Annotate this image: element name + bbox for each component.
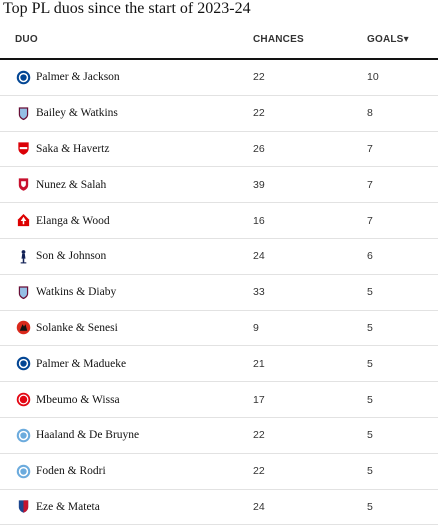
goals-cell: 5 (367, 357, 373, 370)
chances-cell: 21 (253, 357, 265, 370)
duo-cell: Foden & Rodri (0, 464, 253, 479)
table-row: Foden & Rodri 22 5 (0, 454, 438, 490)
column-header-goals-label: GOALS (367, 33, 404, 45)
duo-name: Elanga & Wood (36, 214, 110, 227)
goals-cell: 5 (367, 500, 373, 513)
chances-cell: 24 (253, 500, 265, 513)
man-city-crest-icon (16, 428, 31, 443)
duo-cell: Solanke & Senesi (0, 320, 253, 335)
column-header-goals[interactable]: GOALS▾ (367, 34, 438, 45)
duo-name: Foden & Rodri (36, 465, 106, 478)
duo-cell: Son & Johnson (0, 249, 253, 264)
chelsea-crest-icon (16, 70, 31, 85)
column-header-chances: CHANCES (253, 33, 304, 45)
duo-cell: Elanga & Wood (0, 213, 253, 228)
table-row: Saka & Havertz 26 7 (0, 132, 438, 168)
chances-cell: 24 (253, 250, 265, 263)
aston-villa-crest-icon (16, 106, 31, 121)
nottingham-forest-crest-icon (16, 213, 31, 228)
duo-name: Palmer & Madueke (36, 357, 127, 370)
bournemouth-crest-icon (16, 320, 31, 335)
goals-cell: 5 (367, 286, 373, 299)
duo-name: Mbeumo & Wissa (36, 393, 120, 406)
duo-name: Eze & Mateta (36, 500, 100, 513)
table-row: Mbeumo & Wissa 17 5 (0, 382, 438, 418)
table-body: Palmer & Jackson 22 10 Bailey & Watkins 22 8 S… (0, 60, 438, 525)
duo-name: Haaland & De Bruyne (36, 429, 140, 442)
duo-cell: Haaland & De Bruyne (0, 428, 253, 443)
table-row: Eze & Mateta 24 5 (0, 490, 438, 525)
duo-cell: Eze & Mateta (0, 499, 253, 514)
duo-name: Son & Johnson (36, 250, 107, 263)
chances-cell: 16 (253, 214, 265, 227)
goals-cell: 7 (367, 142, 373, 155)
liverpool-crest-icon (16, 177, 31, 192)
table-header: DUO CHANCES GOALS▾ (0, 20, 438, 60)
duo-cell: Saka & Havertz (0, 141, 253, 156)
goals-cell: 7 (367, 214, 373, 227)
chances-cell: 26 (253, 142, 265, 155)
goals-cell: 7 (367, 178, 373, 191)
man-city-crest-icon (16, 464, 31, 479)
chances-cell: 17 (253, 393, 265, 406)
duo-name: Palmer & Jackson (36, 71, 120, 84)
column-header-duo: DUO (15, 33, 38, 45)
table-row: Elanga & Wood 16 7 (0, 203, 438, 239)
chances-cell: 33 (253, 286, 265, 299)
chances-cell: 22 (253, 71, 265, 84)
page-title: Top PL duos since the start of 2023-24 (3, 0, 251, 17)
goals-cell: 5 (367, 429, 373, 442)
table-row: Son & Johnson 24 6 (0, 239, 438, 275)
goals-cell: 6 (367, 250, 373, 263)
duo-cell: Mbeumo & Wissa (0, 392, 253, 407)
table-row: Haaland & De Bruyne 22 5 (0, 418, 438, 454)
duo-cell: Watkins & Diaby (0, 285, 253, 300)
duo-cell: Palmer & Madueke (0, 356, 253, 371)
sort-descending-icon: ▾ (403, 33, 409, 45)
chelsea-crest-icon (16, 356, 31, 371)
goals-cell: 8 (367, 107, 373, 120)
arsenal-crest-icon (16, 141, 31, 156)
goals-cell: 5 (367, 321, 373, 334)
chances-cell: 22 (253, 107, 265, 120)
duo-name: Nunez & Salah (36, 178, 107, 191)
table-row: Nunez & Salah 39 7 (0, 167, 438, 204)
chances-cell: 39 (253, 178, 265, 191)
brentford-crest-icon (16, 392, 31, 407)
table-row: Palmer & Madueke 21 5 (0, 346, 438, 383)
tottenham-crest-icon (16, 249, 31, 264)
table-row: Solanke & Senesi 9 5 (0, 311, 438, 347)
duo-name: Solanke & Senesi (36, 321, 118, 334)
duo-name: Bailey & Watkins (36, 107, 118, 120)
duo-cell: Palmer & Jackson (0, 70, 253, 85)
chances-cell: 9 (253, 321, 259, 334)
chances-cell: 22 (253, 465, 265, 478)
goals-cell: 5 (367, 465, 373, 478)
goals-cell: 5 (367, 393, 373, 406)
table-row: Watkins & Diaby 33 5 (0, 275, 438, 311)
crystal-palace-crest-icon (16, 499, 31, 514)
duo-name: Watkins & Diaby (36, 286, 117, 299)
goals-cell: 10 (367, 71, 379, 84)
duo-cell: Bailey & Watkins (0, 106, 253, 121)
aston-villa-crest-icon (16, 285, 31, 300)
table-row: Bailey & Watkins 22 8 (0, 96, 438, 132)
duo-cell: Nunez & Salah (0, 177, 253, 192)
chances-cell: 22 (253, 429, 265, 442)
table-row: Palmer & Jackson 22 10 (0, 60, 438, 96)
duo-name: Saka & Havertz (36, 142, 110, 155)
duos-table: DUO CHANCES GOALS▾ Palmer & Jackson 22 10 B… (0, 20, 438, 525)
